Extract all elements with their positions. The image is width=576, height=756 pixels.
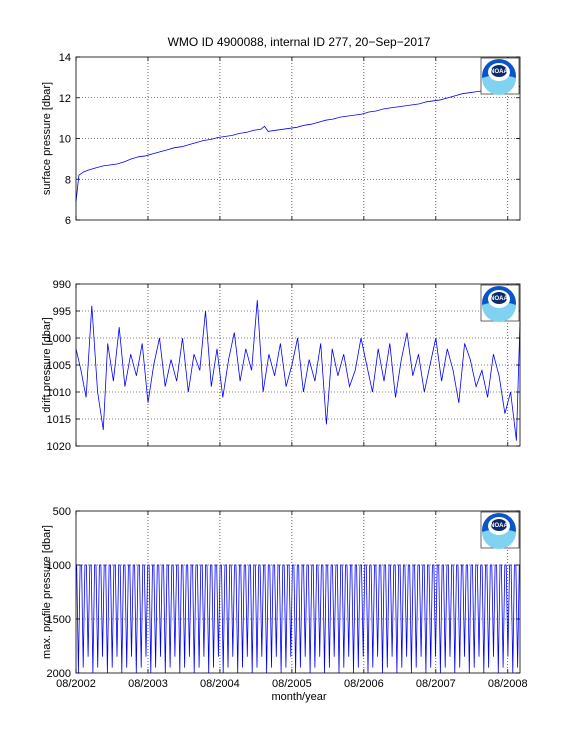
y-tick-label: 6 — [65, 215, 71, 227]
logo-wave — [482, 302, 516, 322]
y-tick-label: 1010 — [47, 387, 71, 399]
y-tick-label: 14 — [59, 52, 71, 64]
logo-text: NOAA — [490, 69, 508, 75]
panel-2: 990 995 1000 1005 1010 1015 1020 drift pressure… — [41, 279, 521, 453]
logo-wave — [482, 75, 516, 95]
y-tick-label: 500 — [53, 506, 71, 518]
y-tick-label: 8 — [65, 174, 71, 186]
y-axis-label: max. profile pressure [dbar] — [41, 525, 53, 659]
x-tick-label: 08/2006 — [344, 678, 384, 690]
x-tick-label: 08/2003 — [128, 678, 168, 690]
series-line — [75, 564, 520, 674]
logo-center — [491, 519, 507, 531]
series-line — [75, 300, 521, 441]
y-tick-label: 990 — [53, 279, 71, 291]
noaa-logo: NOAA — [480, 511, 520, 549]
y-tick-label: 12 — [59, 93, 71, 105]
x-tick-label: 08/2004 — [200, 678, 240, 690]
y-tick-label: 1020 — [47, 441, 71, 453]
figure-title: WMO ID 4900088, internal ID 277, 20−Sep−… — [168, 35, 431, 49]
series-line — [75, 86, 521, 202]
x-tick-label: 08/2007 — [416, 678, 456, 690]
y-tick-label: 1000 — [47, 333, 71, 345]
y-tick-label: 2000 — [47, 668, 71, 680]
x-axis-label: month/year — [271, 691, 326, 703]
y-tick-label: 1500 — [47, 614, 71, 626]
y-tick-label: 10 — [59, 134, 71, 146]
y-tick-label: 995 — [53, 306, 71, 318]
panel-1: 6 8 10 12 14 surface pressure [dbar] NOAA — [41, 52, 521, 227]
logo-center — [491, 65, 507, 77]
x-tick-label: 08/2005 — [272, 678, 312, 690]
noaa-logo: NOAA — [480, 284, 520, 322]
logo-text: NOAA — [490, 523, 508, 529]
y-tick-label: 1015 — [47, 414, 71, 426]
logo-center — [491, 292, 507, 304]
y-axis-label: surface pressure [dbar] — [41, 82, 53, 195]
y-tick-label: 1005 — [47, 360, 71, 372]
x-tick-label: 08/2008 — [488, 678, 528, 690]
logo-text: NOAA — [490, 296, 508, 302]
axes-box — [75, 510, 521, 674]
x-tick-label: 08/2002 — [56, 678, 96, 690]
noaa-logo: NOAA — [480, 57, 520, 95]
logo-wave — [482, 529, 516, 549]
y-axis-label: drift pressure [dbar] — [41, 317, 53, 412]
y-tick-label: 1000 — [47, 560, 71, 572]
